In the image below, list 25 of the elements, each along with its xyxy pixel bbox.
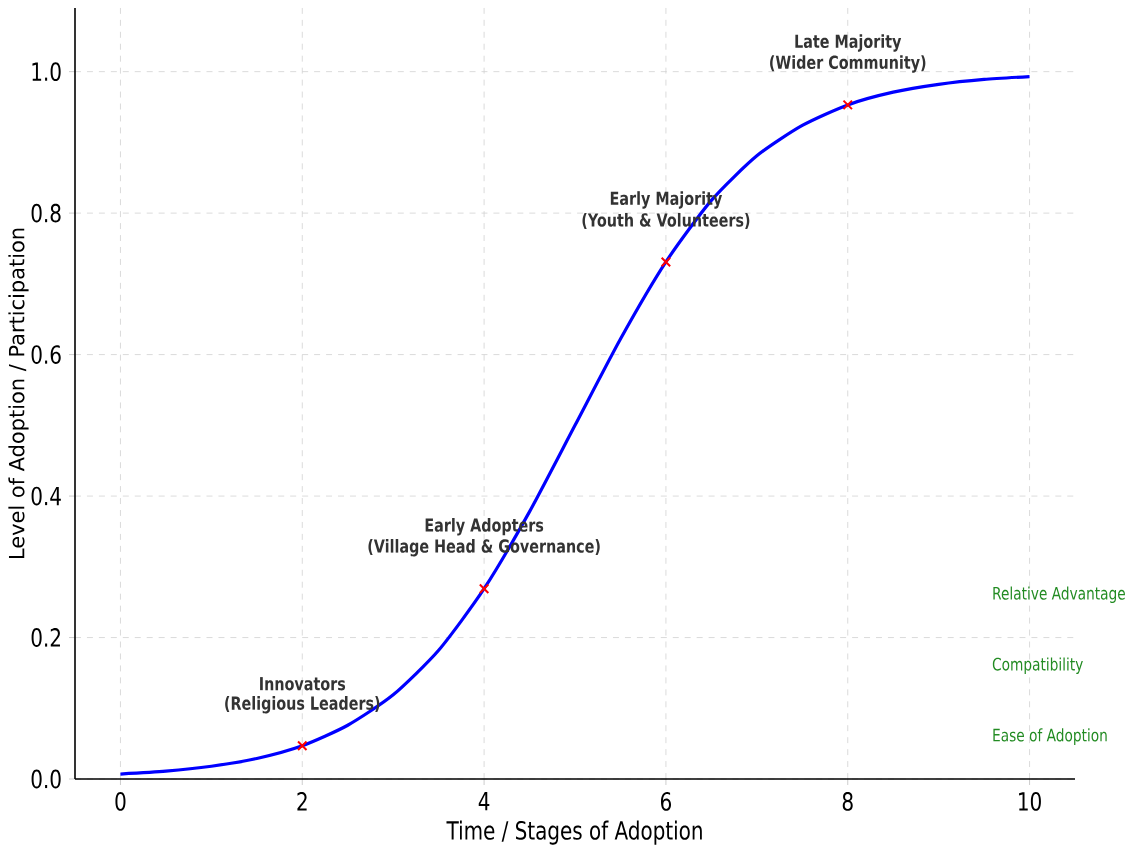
- x-tick-label: 10: [1019, 792, 1041, 811]
- y-tick-label: 0.0: [31, 769, 61, 789]
- y-axis-title: Level of Adoption / Participation: [8, 228, 29, 558]
- x-tick-label: 8: [842, 792, 853, 811]
- y-tick-label: 1.0: [32, 62, 61, 82]
- annotation: Compatibility: [992, 657, 1083, 674]
- x-tick-label: 0: [115, 792, 126, 811]
- x-axis-title: Time / Stages of Adoption: [446, 820, 702, 845]
- annotation: Innovators: [260, 677, 346, 691]
- annotation: Late Majority: [795, 34, 902, 52]
- y-tick-label: 0.4: [31, 486, 61, 506]
- y-tick-label: 0.6: [31, 345, 61, 364]
- point: [297, 740, 308, 751]
- annotation: Relative Advantage: [993, 586, 1125, 604]
- annotation: Ease of Adoption: [993, 728, 1107, 745]
- annotation: (Wider Community): [770, 55, 926, 73]
- x-tick-label: 2: [297, 792, 307, 811]
- point: [660, 256, 672, 268]
- y-tick-label: 0.8: [31, 203, 61, 223]
- annotation: (Religious Leaders): [225, 696, 380, 714]
- x-tick-label: 4: [478, 792, 490, 811]
- point: [478, 583, 490, 594]
- y-tick-label: 0.2: [31, 628, 60, 647]
- point: [842, 99, 853, 111]
- x-tick-label: 6: [660, 792, 672, 811]
